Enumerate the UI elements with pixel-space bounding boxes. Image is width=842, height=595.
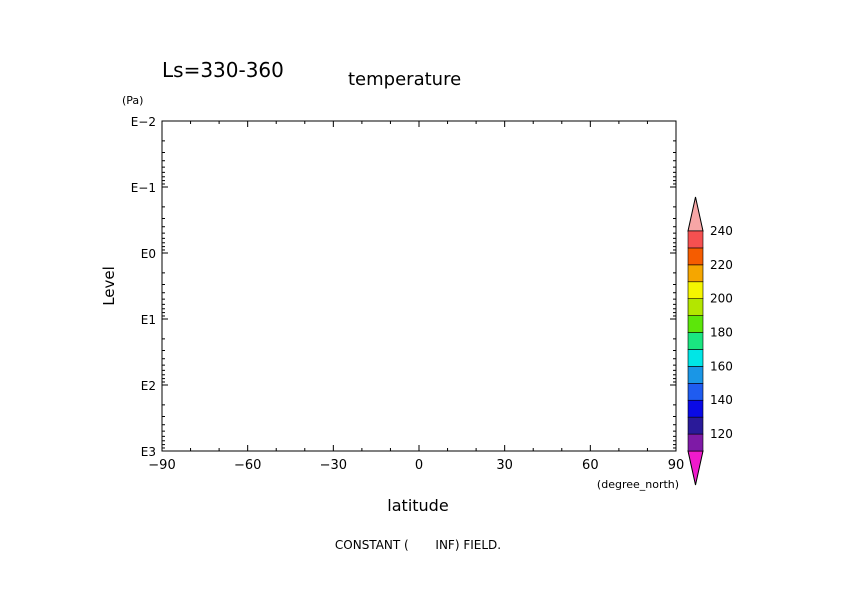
colorbar-label: 140 (710, 393, 733, 407)
x-tick-label: 30 (496, 458, 513, 473)
y-tick-label: E2 (141, 379, 156, 393)
colorbar-label: 200 (710, 292, 733, 306)
y-axis-label: Level (100, 266, 118, 306)
colorbar-swatch (687, 399, 704, 418)
colorbar: 120 140 160 180 200 220 240 (687, 196, 733, 486)
colorbar-swatch (687, 298, 704, 316)
colorbar-swatch (687, 416, 704, 435)
x-axis-label: latitude (387, 496, 448, 515)
x-tick-label: −90 (148, 458, 175, 473)
x-unit-label: (degree_north) (597, 478, 679, 491)
colorbar-swatch (687, 383, 704, 401)
title-period: Ls=330-360 (162, 58, 284, 82)
colorbar-label: 220 (710, 258, 733, 272)
colorbar-swatch (687, 366, 704, 384)
x-tick-label: −30 (320, 458, 347, 473)
colorbar-label: 160 (710, 359, 733, 373)
colorbar-over-arrow (687, 196, 704, 232)
x-tick-label: −60 (234, 458, 261, 473)
y-unit-label: (Pa) (122, 94, 143, 107)
y-tick-label: E1 (141, 313, 156, 327)
x-tick-label: 60 (582, 458, 599, 473)
colorbar-swatch (687, 264, 704, 283)
colorbar-swatch (687, 433, 704, 452)
colorbar-swatch (687, 349, 704, 367)
y-tick-label: E−2 (131, 115, 156, 129)
y-axis-ticks: E−2 E−1 E0 E1 E2 E3 (131, 115, 676, 459)
y-tick-label: E3 (141, 445, 156, 459)
y-tick-label: E−1 (131, 181, 156, 195)
x-tick-label: 0 (415, 458, 423, 473)
y-tick-label: E0 (141, 247, 156, 261)
title-variable: temperature (348, 69, 461, 90)
colorbar-swatch (687, 332, 704, 350)
x-axis-ticks: −90 −60 −30 0 30 60 90 (148, 121, 684, 473)
colorbar-swatch (687, 247, 704, 266)
colorbar-under-arrow (687, 450, 704, 486)
colorbar-swatch (687, 230, 704, 249)
colorbar-label: 180 (710, 326, 733, 340)
constant-field-note: CONSTANT ( INF) FIELD. (335, 538, 501, 552)
plot-frame (161, 120, 677, 452)
colorbar-label: 240 (710, 224, 733, 238)
colorbar-swatch (687, 315, 704, 333)
colorbar-swatch (687, 281, 704, 299)
x-tick-label: 90 (668, 458, 685, 473)
colorbar-label: 120 (710, 427, 733, 441)
